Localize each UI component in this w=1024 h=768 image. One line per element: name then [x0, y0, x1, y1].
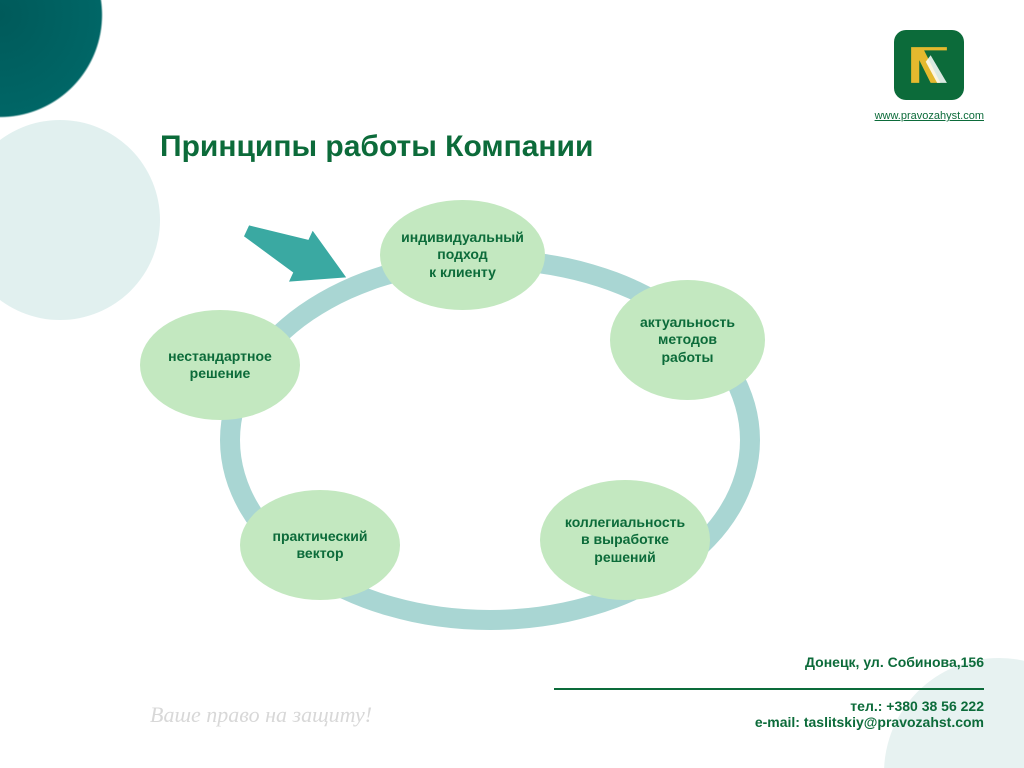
slogan-text: Ваше право на защиту! — [150, 702, 372, 728]
slide: www.pravozahyst.com Принципы работы Комп… — [0, 0, 1024, 768]
logo-url-link[interactable]: www.pravozahyst.com — [875, 110, 984, 122]
cycle-arrow-icon — [233, 205, 367, 310]
node-individual: индивидуальныйподходк клиенту — [380, 200, 545, 310]
node-nonstandard: нестандартноерешение — [140, 310, 300, 420]
cycle-diagram: индивидуальныйподходк клиенту актуальнос… — [120, 200, 800, 630]
footer-tel: +380 38 56 222 — [886, 698, 984, 714]
footer-email-label: e-mail: — [755, 714, 804, 730]
footer-tel-line: тел.: +380 38 56 222 — [554, 698, 984, 714]
node-practical: практическийвектор — [240, 490, 400, 600]
logo-block: www.pravozahyst.com — [875, 30, 984, 124]
slide-title: Принципы работы Компании — [160, 130, 593, 164]
footer-block: Донецк, ул. Собинова,156 тел.: +380 38 5… — [554, 654, 984, 730]
footer-email-line: e-mail: taslitskiy@pravozahst.com — [554, 714, 984, 730]
footer-address: Донецк, ул. Собинова,156 — [554, 654, 984, 670]
logo-glyph — [903, 39, 955, 91]
logo-icon — [894, 30, 964, 100]
footer-tel-label: тел.: — [850, 698, 886, 714]
footer-email: taslitskiy@pravozahst.com — [804, 714, 984, 730]
node-relevance: актуальностьметодовработы — [610, 280, 765, 400]
footer-divider — [554, 688, 984, 690]
node-collegiality: коллегиальностьв выработкерешений — [540, 480, 710, 600]
